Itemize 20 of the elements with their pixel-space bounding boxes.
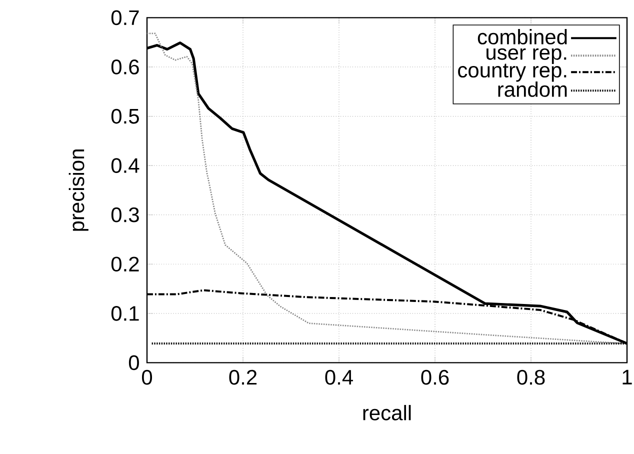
y-tick-label: 0.1	[111, 306, 139, 321]
legend-label: combined	[478, 28, 567, 44]
x-tick-label: 1	[622, 370, 632, 384]
legend-label: random	[498, 81, 567, 97]
x-tick-label: 0.8	[517, 370, 545, 385]
y-axis-title: precision	[68, 150, 88, 231]
y-tick-label: 0.3	[111, 207, 139, 222]
x-tick-label: 0.6	[421, 370, 449, 385]
y-tick-label: 0.7	[111, 10, 139, 26]
y-tick-label: 0	[128, 355, 139, 370]
x-tick-label: 0.4	[325, 370, 353, 385]
y-tick-label: 0.2	[111, 256, 139, 272]
legend-label: country rep.	[458, 64, 566, 82]
x-axis-title: recall	[363, 404, 411, 420]
y-tick-label: 0.6	[111, 60, 139, 74]
y-tick-label: 0.4	[111, 158, 140, 173]
y-tick-label: 0.5	[111, 108, 139, 124]
legend-label: user rep.	[486, 48, 566, 64]
x-tick-label: 0.2	[229, 370, 257, 385]
x-tick-label: 0	[142, 370, 152, 385]
